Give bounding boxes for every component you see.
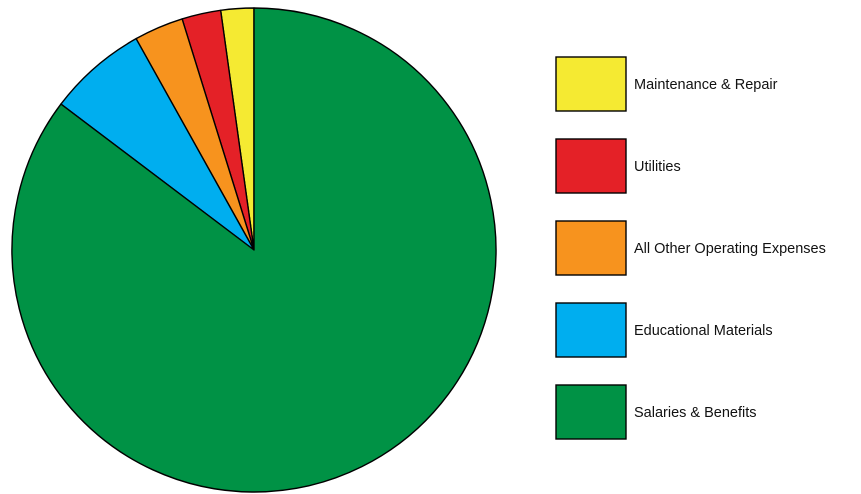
legend-label: Salaries & Benefits	[634, 405, 757, 421]
legend-label: Utilities	[634, 159, 681, 175]
legend-label: All Other Operating Expenses	[634, 241, 826, 257]
legend-label: Maintenance & Repair	[634, 77, 778, 93]
legend-swatch	[555, 384, 627, 440]
legend-swatch	[555, 302, 627, 358]
legend-swatch	[555, 56, 627, 112]
legend-swatch	[555, 138, 627, 194]
legend-label: Educational Materials	[634, 323, 773, 339]
chart-legend: Maintenance & Repair Utilities All Other O…	[555, 56, 826, 440]
pie-slices	[11, 7, 497, 493]
legend-swatch	[555, 220, 627, 276]
pie-slice-salaries-benefits	[11, 7, 497, 493]
